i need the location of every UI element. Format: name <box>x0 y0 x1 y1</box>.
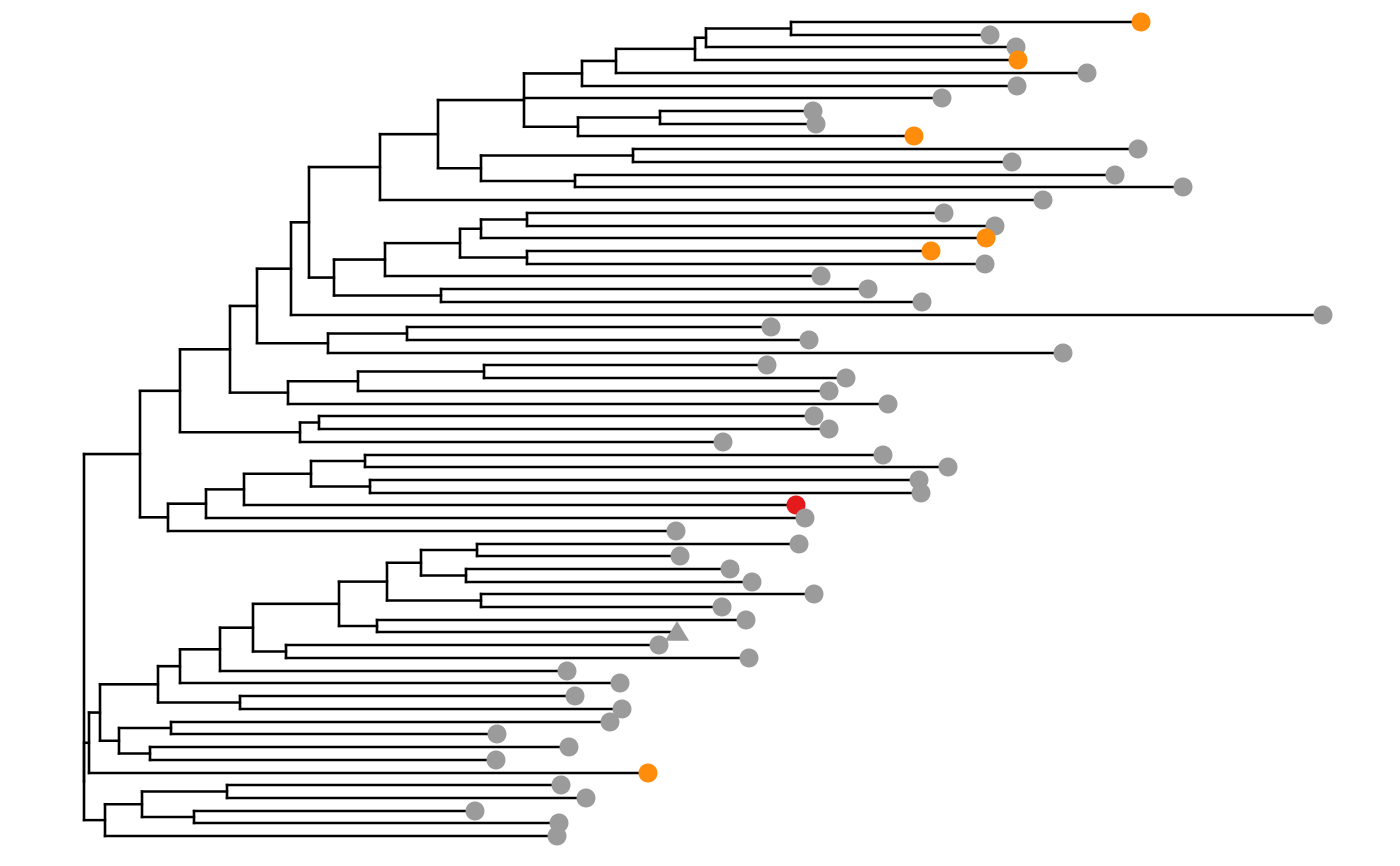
tip-circle <box>932 88 952 108</box>
tip-circle <box>980 25 1000 45</box>
tip-circle <box>938 457 958 477</box>
tip-circle <box>976 228 996 248</box>
tip-circle <box>795 508 815 528</box>
tip-circle <box>1131 12 1151 32</box>
tip-circle <box>912 292 932 312</box>
tip-circle <box>761 317 781 337</box>
tip-circle <box>559 737 579 757</box>
tip-circle <box>649 635 669 655</box>
tip-circle <box>799 330 819 350</box>
tip-circle <box>486 750 506 770</box>
tip-circle <box>465 801 485 821</box>
tip-circle <box>638 763 658 783</box>
tip-circle <box>487 724 507 744</box>
tip-triangle <box>664 621 690 641</box>
tip-circle <box>720 559 740 579</box>
tip-circle <box>975 254 995 274</box>
tip-circle <box>600 712 620 732</box>
tip-circle <box>873 445 893 465</box>
tip-circle <box>576 788 596 808</box>
tip-circle <box>804 406 824 426</box>
tip-circle <box>819 381 839 401</box>
tip-circle <box>806 114 826 134</box>
tip-circle <box>1002 152 1022 172</box>
tip-circle <box>1105 165 1125 185</box>
tip-circle <box>789 534 809 554</box>
tip-circle <box>557 661 577 681</box>
tip-circle <box>612 699 632 719</box>
tip-circle <box>547 826 567 846</box>
tip-circle <box>836 368 856 388</box>
tip-circle <box>670 546 690 566</box>
tip-circle <box>666 521 686 541</box>
tip-circle <box>934 203 954 223</box>
tip-circle <box>610 673 630 693</box>
tip-circle <box>1008 50 1028 70</box>
tip-circle <box>1053 343 1073 363</box>
tree-tips <box>465 12 1333 846</box>
tip-circle <box>1077 63 1097 83</box>
tip-circle <box>904 126 924 146</box>
tip-circle <box>1007 76 1027 96</box>
tip-circle <box>551 775 571 795</box>
tip-circle <box>911 483 931 503</box>
tip-circle <box>712 597 732 617</box>
tip-circle <box>921 241 941 261</box>
tip-circle <box>804 584 824 604</box>
tip-circle <box>736 610 756 630</box>
tip-circle <box>565 686 585 706</box>
tip-circle <box>713 432 733 452</box>
tip-circle <box>739 648 759 668</box>
tip-circle <box>878 394 898 414</box>
tree-branches <box>82 20 1325 838</box>
tip-circle <box>1128 139 1148 159</box>
tip-circle <box>1173 177 1193 197</box>
tip-circle <box>858 279 878 299</box>
tip-circle <box>819 419 839 439</box>
tip-circle <box>757 355 777 375</box>
tip-circle <box>742 572 762 592</box>
tip-circle <box>1313 305 1333 325</box>
tip-circle <box>1033 190 1053 210</box>
tip-circle <box>811 266 831 286</box>
